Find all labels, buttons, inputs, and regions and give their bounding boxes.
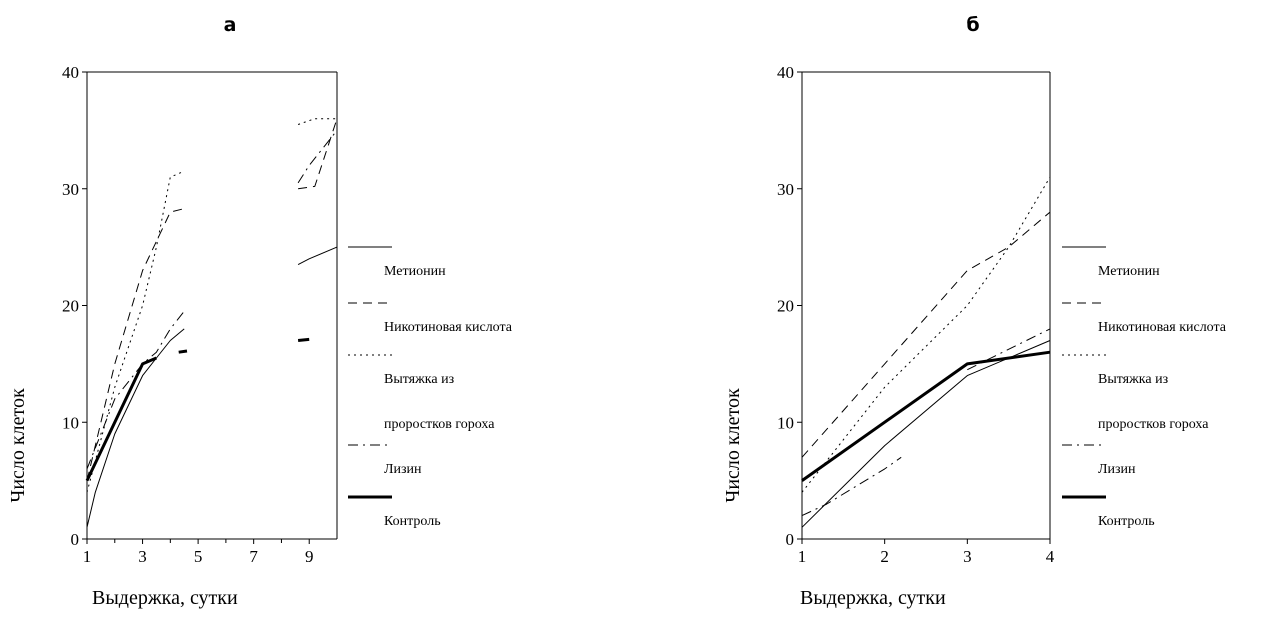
legend: Метионин Никотиновая кислота Вытяжка из про… [348,246,513,529]
x-tick-label: 3 [138,547,147,566]
series-line-5-segment-1 [85,356,157,482]
legend-label: Метионин [384,264,446,279]
series-line-3-segment-1 [801,176,1051,493]
series-line-1-segment-2 [297,246,338,266]
y-tick-label: 30 [62,180,79,199]
series-line-2-segment-2 [298,118,338,190]
y-tick-label: 0 [786,530,795,549]
series-line-4-segment-1 [801,456,902,517]
legend-label: Метионин [1098,264,1160,279]
y-tick-label: 20 [62,297,79,316]
legend-label: Контроль [384,514,441,529]
series-line-1-segment-1 [801,340,1051,528]
x-tick-label: 5 [194,547,203,566]
legend: Метионин Никотиновая кислота Вытяжка из про… [1062,246,1227,529]
x-axis-label: Выдержка, сутки [92,587,238,609]
x-tick-label: 3 [963,547,972,566]
chart-panel-1: а 0 10 20 30 40 1 3 5 7 9 Число клеток Выдержка, сут… [7,14,513,609]
y-tick-label: 0 [71,530,80,549]
x-tick-label: 4 [1046,547,1055,566]
y-axis-label: Число клеток [7,388,29,503]
legend-label: Контроль [1098,514,1155,529]
panel-title: б [966,14,979,36]
y-tick-label: 20 [777,297,794,316]
series-line-3-segment-1 [86,170,185,493]
y-axis-label: Число клеток [722,388,744,503]
y-tick-label: 40 [777,63,794,82]
y-tick-label: 10 [62,413,79,432]
x-tick-label: 2 [880,547,889,566]
y-tick-label: 10 [777,413,794,432]
legend-label: Лизин [384,462,422,477]
series-line-2-segment-1 [86,208,185,481]
series-line-4-segment-2 [297,130,338,184]
x-tick-label: 1 [798,547,807,566]
legend-label: Никотиновая кислота [384,320,513,335]
series-line-3-segment-2 [297,118,337,125]
series-line-5-segment-1 [801,350,1051,482]
legend-label: Вытяжка из [1098,372,1169,387]
series-line-5-segment-3 [297,337,310,342]
legend-label: Вытяжка из [384,372,455,387]
y-tick-label: 30 [777,180,794,199]
x-tick-label: 7 [249,547,258,566]
x-tick-label: 9 [305,547,314,566]
chart-panel-2: б 0 10 20 30 40 1 2 3 4 Число клеток Выдержка, сутк… [722,14,1227,609]
legend-label: проростков гороха [384,417,495,432]
x-axis-label: Выдержка, сутки [800,587,946,609]
panel-title: а [224,14,237,36]
series-line-5-segment-2 [178,349,188,354]
y-tick-label: 40 [62,63,79,82]
legend-label: Лизин [1098,462,1136,477]
legend-label: Никотиновая кислота [1098,320,1227,335]
x-tick-label: 1 [83,547,92,566]
series-line-1-segment-1 [86,328,185,528]
legend-label: проростков гороха [1098,417,1209,432]
series-line-2-segment-1 [801,211,1051,458]
